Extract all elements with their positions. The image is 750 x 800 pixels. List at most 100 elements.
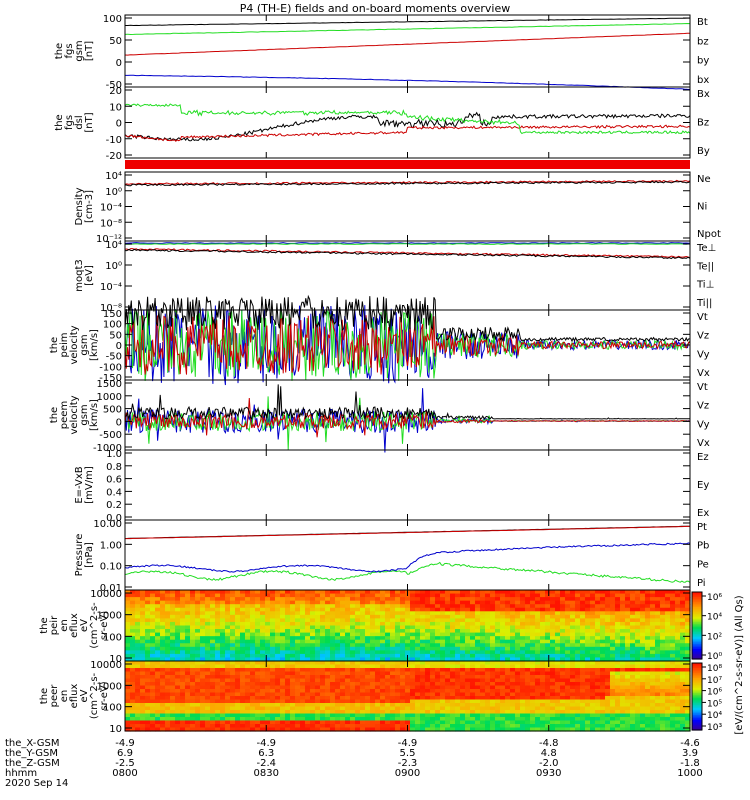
x-axis: the_X-GSM -4.9 -4.9 -4.9 -4.8 -4.6 the_Y-GSM 6.…	[5, 738, 703, 789]
x-tick-label: -2.3	[398, 758, 418, 769]
y-tick-label: 10⁰	[105, 187, 122, 198]
y-axis-label: the	[54, 43, 65, 59]
y-axis-label: [nPa]	[84, 542, 95, 568]
x-tick-label: -4.8	[539, 738, 559, 749]
y-axis-label: peer	[49, 684, 60, 708]
legend-entry: Ni	[697, 202, 707, 213]
series-peem-velocity-Vy	[124, 396, 690, 450]
y-axis-label: [eV]	[84, 265, 95, 286]
series-fgs-gsm-bz	[124, 32, 691, 56]
y-axis-label: en	[59, 619, 70, 632]
y-axis-label: fgs	[64, 115, 75, 130]
y-axis-label: [mV/m]	[84, 466, 95, 504]
y-tick-label: 0.8	[106, 462, 122, 473]
legend-entry: Ti||	[696, 298, 712, 309]
legend-entry: Pi	[697, 578, 706, 589]
y-axis-label: eV	[79, 689, 90, 702]
data-flag-band	[125, 160, 690, 169]
series-fgs-dsl-Bz	[124, 124, 691, 142]
series-fgs-dsl-Bx	[124, 111, 691, 142]
y-tick-label: 0.01	[100, 583, 122, 594]
x-tick-label: 0830	[254, 768, 279, 779]
y-tick-label: -100	[99, 362, 122, 373]
series-fgs-gsm-bx	[125, 74, 691, 90]
y-tick-label: 10	[109, 654, 122, 665]
y-tick-label: -50	[106, 80, 122, 91]
y-axis-label: [km/s]	[89, 399, 100, 431]
y-tick-label: 0.10	[100, 562, 122, 573]
y-tick-label: 10.00	[93, 519, 122, 530]
y-tick-label: 1000	[97, 392, 122, 403]
colorbar-tick: 10⁶	[707, 688, 722, 698]
colorbar-tick: 10⁵	[707, 699, 722, 709]
y-axis-label: [cm-3]	[84, 190, 95, 223]
y-tick-label: 0	[116, 341, 122, 352]
legend-entry: Vz	[697, 331, 709, 342]
y-axis-label: peir	[49, 615, 60, 635]
legend-entry: Bz	[697, 118, 709, 129]
panel-frame	[124, 86, 691, 159]
colorbar-tick: 10³	[707, 723, 722, 733]
y-axis-label: eflux	[69, 684, 80, 709]
y-axis-label: Density	[74, 187, 85, 225]
legend-entry: Vt	[697, 312, 708, 323]
legend-entry: Vy	[697, 349, 710, 360]
x-tick-label: 0930	[536, 768, 561, 779]
colorbar-tick: 10⁸	[707, 664, 722, 674]
y-tick-label: 1000	[97, 681, 122, 692]
series-peim-velocity-Vt	[124, 294, 690, 343]
x-tick-label: 6.9	[117, 748, 133, 759]
y-tick-label: -500	[99, 430, 122, 441]
legend-entry: Ex	[697, 508, 709, 519]
x-tick-label: 3.9	[682, 748, 698, 759]
x-tick-label: 0800	[112, 768, 137, 779]
y-axis-label: (cm^2-s-	[89, 672, 100, 719]
legend-entry: By	[697, 146, 710, 157]
spectrogram-peir-spec	[125, 590, 691, 662]
y-tick-label: 1500	[97, 379, 122, 390]
y-axis-label: dsl	[74, 115, 85, 129]
y-tick-label: -50	[106, 352, 122, 363]
legend-entry: Te⊥	[696, 243, 716, 254]
series-temperature-Te-perp	[124, 248, 691, 259]
y-axis-label: Pressure	[74, 534, 85, 577]
legend-entry: Bt	[697, 17, 708, 28]
x-tick-label: -1.8	[680, 758, 700, 769]
legend-entry: Pt	[697, 522, 707, 533]
y-tick-label: 10⁰	[105, 261, 122, 272]
x-axis-row-label: the_X-GSM	[5, 738, 59, 749]
series-peim-velocity-Vz	[124, 315, 691, 375]
legend-entry: Vz	[697, 401, 709, 412]
panel-pressure: 10.00 1.00 0.10 0.01 Pressure [nPa] Pt Pb Pe Pi	[74, 519, 709, 594]
y-tick-label: 1000	[97, 611, 122, 622]
series-pressure-Pe	[124, 561, 691, 583]
x-tick-label: -2.0	[539, 758, 559, 769]
y-tick-label: 10000	[90, 589, 122, 600]
x-tick-label: -4.9	[398, 738, 418, 749]
x-axis-row-label: the_Y-GSM	[5, 748, 58, 759]
legend-entry: Vt	[697, 382, 708, 393]
x-tick-label: 5.5	[400, 748, 416, 759]
legend-entry: bx	[697, 75, 709, 86]
legend-entry: Vy	[697, 419, 710, 430]
legend-entry: Ey	[697, 480, 709, 491]
legend-entry: Pe	[697, 559, 709, 570]
legend-entry: Ti⊥	[696, 280, 714, 291]
y-axis-label: eV	[79, 619, 90, 632]
y-tick-label: 20	[109, 86, 122, 97]
date-label: 2020 Sep 14	[5, 778, 68, 789]
y-axis-label: the	[49, 407, 60, 423]
x-tick-label: 4.8	[541, 748, 557, 759]
y-tick-label: 50	[109, 36, 122, 47]
y-axis-label: peem	[59, 401, 70, 429]
y-axis-label: the	[39, 617, 50, 633]
series-density-Ni	[124, 180, 691, 187]
x-tick-label: -4.9	[256, 738, 276, 749]
series-fgs-dsl-By	[124, 103, 691, 135]
y-tick-label: -150	[99, 373, 122, 384]
y-tick-label: 0.4	[106, 487, 122, 498]
y-tick-label: 100	[103, 320, 122, 331]
y-axis-label: en	[59, 690, 70, 703]
